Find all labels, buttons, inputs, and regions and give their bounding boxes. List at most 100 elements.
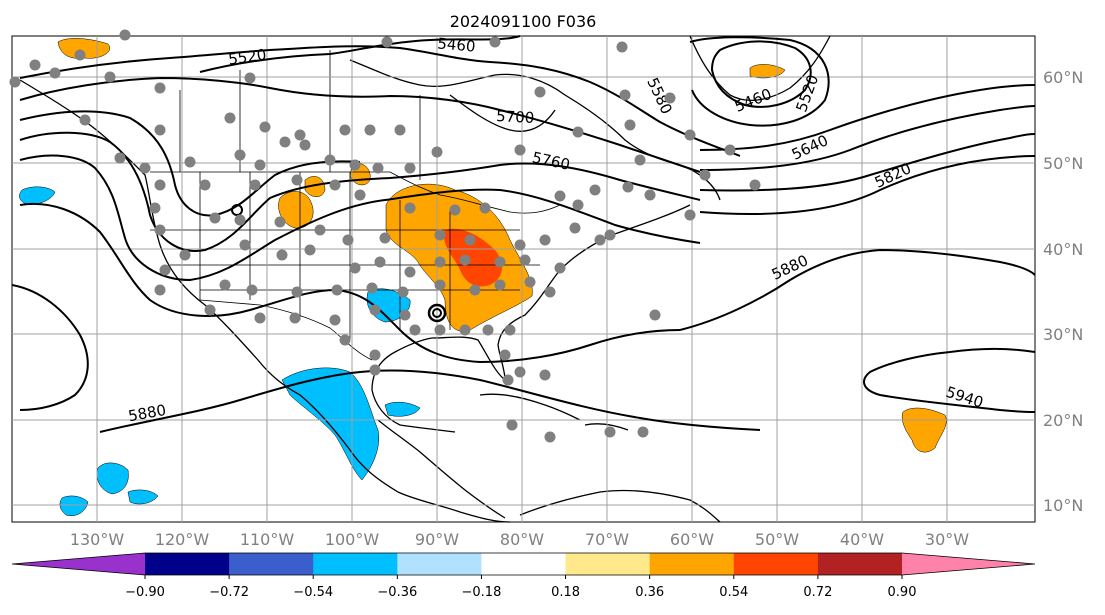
colorbar-tick-label: −0.72 — [209, 585, 249, 600]
station-marker — [469, 284, 481, 296]
station-marker — [489, 36, 501, 48]
colorbar-extend-low — [12, 553, 145, 575]
colorbar-tick-label: −0.90 — [125, 585, 165, 600]
station-marker — [329, 179, 341, 191]
positive-anomaly-greenland — [749, 64, 786, 79]
station-marker — [569, 222, 581, 234]
latitude-labels: 60°N 50°N 40°N 30°N 20°N 10°N — [1043, 68, 1083, 515]
station-marker — [619, 89, 631, 101]
station-marker — [354, 189, 366, 201]
station-marker — [209, 212, 221, 224]
station-marker — [539, 369, 551, 381]
colorbar-tick-label: 0.90 — [888, 585, 917, 600]
station-marker — [369, 304, 381, 316]
coastline-south-america — [519, 489, 721, 523]
station-marker — [397, 286, 409, 298]
station-marker — [514, 144, 526, 156]
station-marker — [154, 124, 166, 136]
station-marker — [594, 234, 606, 246]
station-marker — [276, 249, 288, 261]
station-marker — [29, 59, 41, 71]
station-marker — [254, 159, 266, 171]
station-marker — [154, 179, 166, 191]
station-marker — [244, 72, 256, 84]
station-marker — [219, 279, 231, 291]
station-marker — [279, 136, 291, 148]
station-marker — [104, 71, 116, 83]
positive-anomaly-dakota — [304, 176, 326, 197]
station-marker — [434, 279, 446, 291]
station-marker — [179, 249, 191, 261]
coastline-greenland — [689, 35, 831, 101]
station-marker — [299, 139, 311, 151]
lon-label: 130°W — [70, 530, 125, 549]
station-marker — [304, 244, 316, 256]
colorbar-segment — [481, 553, 567, 575]
station-marker — [239, 239, 251, 251]
lon-label: 110°W — [240, 530, 295, 549]
contour-5880-south — [11, 284, 89, 411]
station-marker — [249, 179, 261, 191]
borders — [150, 50, 561, 361]
colorbar-segment — [229, 553, 314, 575]
anomaly-shading — [19, 38, 947, 516]
lon-label: 40°W — [840, 530, 884, 549]
station-marker — [506, 419, 518, 431]
colorbar-tick-label: −0.54 — [293, 585, 333, 600]
map-title: 2024091100 F036 — [450, 12, 597, 31]
contour-label: 5520 — [227, 45, 267, 68]
contour-5520-west — [19, 45, 741, 157]
station-marker — [154, 284, 166, 296]
border-us-mexico — [199, 299, 373, 361]
station-marker — [49, 67, 61, 79]
station-marker — [504, 324, 516, 336]
colorbar-segment — [649, 553, 735, 575]
station-marker — [204, 304, 216, 316]
station-marker — [622, 181, 634, 193]
station-marker — [459, 254, 471, 266]
colorbar-tick-label: 0.54 — [719, 585, 748, 600]
station-marker — [634, 154, 646, 166]
contour-5460-west — [199, 35, 521, 73]
station-marker — [534, 86, 546, 98]
contour-5640-west — [19, 110, 361, 217]
station-marker — [409, 324, 421, 336]
colorbar-segment — [565, 553, 651, 575]
lat-label: 20°N — [1043, 411, 1083, 430]
station-marker — [554, 262, 566, 274]
station-marker — [519, 254, 531, 266]
colorbar-segment — [817, 553, 903, 575]
station-marker — [224, 112, 236, 124]
station-marker — [684, 129, 696, 141]
colorbar-segment — [733, 553, 819, 575]
lon-label: 120°W — [155, 530, 210, 549]
station-marker — [349, 262, 361, 274]
station-marker — [637, 426, 649, 438]
colorbar-segment — [397, 553, 482, 575]
station-marker — [379, 232, 391, 244]
contour-5460-greenland — [710, 40, 812, 108]
lat-label: 30°N — [1043, 325, 1083, 344]
station-marker — [324, 154, 336, 166]
colorbar-tick-labels: −0.90 −0.72 −0.54 −0.36 −0.18 0.18 0.36 0.54 0.7… — [125, 585, 916, 600]
station-marker — [394, 124, 406, 136]
station-marker — [459, 324, 471, 336]
station-marker — [314, 224, 326, 236]
station-marker — [139, 162, 151, 174]
station-marker — [514, 239, 526, 251]
station-marker — [339, 334, 351, 346]
contour-5820-east — [699, 155, 1036, 215]
station-marker — [502, 374, 514, 386]
contour-5640-east — [699, 84, 1036, 151]
station-marker — [399, 309, 411, 321]
lon-label: 90°W — [415, 530, 459, 549]
colorbar-tick-label: 0.36 — [635, 585, 664, 600]
station-marker — [572, 199, 584, 211]
station-marker — [199, 179, 211, 191]
contour-label: 5700 — [496, 107, 535, 127]
station-marker — [482, 324, 494, 336]
station-marker — [404, 266, 416, 278]
lat-label: 10°N — [1043, 496, 1083, 515]
negative-anomaly-pacific-b — [59, 495, 89, 516]
